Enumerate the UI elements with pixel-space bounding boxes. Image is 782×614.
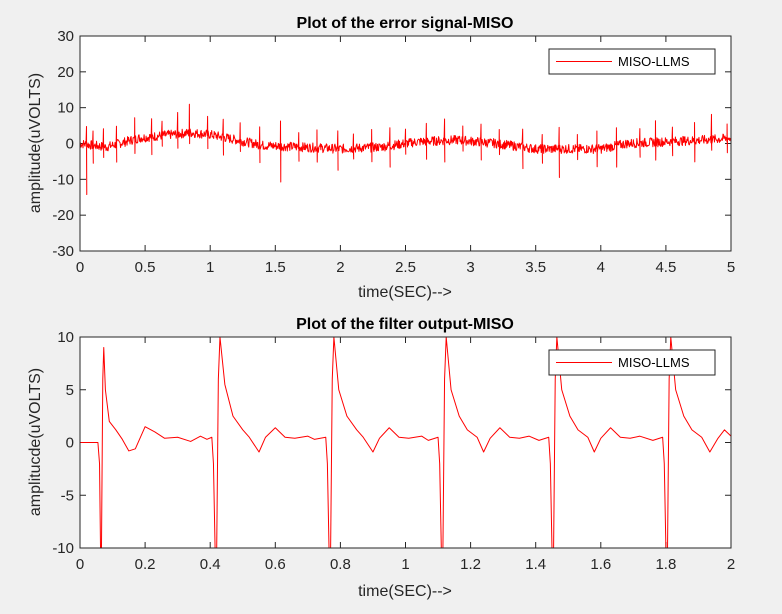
- filter-output-x-tick-label: 1.4: [525, 556, 546, 573]
- error-signal-axes: Plot of the error signal-MISO time(SEC)-…: [27, 15, 735, 301]
- error-signal-x-ticks: 0 0.5 1 1.5 2 2.5 3 3.5 4 4.5 5: [76, 36, 735, 276]
- error-signal-legend-label: MISO-LLMS: [618, 54, 690, 69]
- error-signal-y-tick-label: 20: [57, 64, 74, 81]
- filter-output-x-ticks: 0 0.2 0.4 0.6 0.8 1 1.2 1.4 1.6 1.8 2: [76, 337, 735, 573]
- error-signal-series: [79, 103, 732, 196]
- error-signal-y-tick-label: 0: [66, 136, 74, 153]
- error-signal-y-tick-label: -30: [52, 243, 74, 260]
- filter-output-ylabel: amplitucde(uVOLTS): [27, 368, 44, 516]
- error-signal-x-tick-label: 4.5: [655, 259, 676, 276]
- filter-output-y-tick-label: 0: [66, 435, 74, 452]
- error-signal-y-tick-label: 30: [57, 28, 74, 45]
- filter-output-series-line: [80, 336, 732, 549]
- error-signal-x-tick-label: 3.5: [525, 259, 546, 276]
- filter-output-series: [80, 336, 732, 549]
- error-signal-x-tick-label: 3: [466, 259, 474, 276]
- error-signal-series-line: [79, 103, 732, 196]
- filter-output-x-tick-label: 0.2: [135, 556, 156, 573]
- filter-output-x-tick-label: 0.4: [200, 556, 221, 573]
- filter-output-title: Plot of the filter output-MISO: [296, 316, 514, 333]
- filter-output-x-tick-label: 1: [401, 556, 409, 573]
- filter-output-x-tick-label: 1.6: [590, 556, 611, 573]
- filter-output-x-tick-label: 2: [727, 556, 735, 573]
- error-signal-y-tick-label: -10: [52, 171, 74, 188]
- error-signal-ylabel: amplitude(uVOLTS): [27, 73, 44, 213]
- filter-output-y-tick-label: -5: [61, 487, 74, 504]
- filter-output-x-tick-label: 1.8: [655, 556, 676, 573]
- error-signal-x-tick-label: 1.5: [265, 259, 286, 276]
- error-signal-x-tick-label: 2: [336, 259, 344, 276]
- filter-output-xlabel: time(SEC)-->: [358, 583, 452, 600]
- filter-output-x-tick-label: 0.6: [265, 556, 286, 573]
- error-signal-y-tick-label: -20: [52, 207, 74, 224]
- filter-output-x-tick-label: 0.8: [330, 556, 351, 573]
- filter-output-y-tick-label: 5: [66, 382, 74, 399]
- error-signal-y-ticks: -30 -20 -10 0 10 20 30: [52, 28, 731, 260]
- error-signal-x-tick-label: 0.5: [135, 259, 156, 276]
- error-signal-x-tick-label: 1: [206, 259, 214, 276]
- filter-output-legend: MISO-LLMS: [548, 349, 716, 376]
- filter-output-x-tick-label: 0: [76, 556, 84, 573]
- filter-output-y-tick-label: -10: [52, 540, 74, 557]
- error-signal-y-tick-label: 10: [57, 100, 74, 117]
- filter-output-axes-box: [79, 336, 732, 549]
- filter-output-axes: Plot of the filter output-MISO time(SEC)…: [27, 316, 735, 600]
- filter-output-y-tick-label: 10: [57, 329, 74, 346]
- error-signal-title: Plot of the error signal-MISO: [297, 15, 514, 32]
- error-signal-axes-box: [79, 35, 732, 252]
- filter-output-x-tick-label: 1.2: [460, 556, 481, 573]
- error-signal-x-tick-label: 5: [727, 259, 735, 276]
- error-signal-xlabel: time(SEC)-->: [358, 284, 452, 301]
- filter-output-legend-label: MISO-LLMS: [618, 355, 690, 370]
- error-signal-legend: MISO-LLMS: [548, 48, 716, 75]
- error-signal-x-tick-label: 4: [597, 259, 605, 276]
- error-signal-x-tick-label: 0: [76, 259, 84, 276]
- error-signal-x-tick-label: 2.5: [395, 259, 416, 276]
